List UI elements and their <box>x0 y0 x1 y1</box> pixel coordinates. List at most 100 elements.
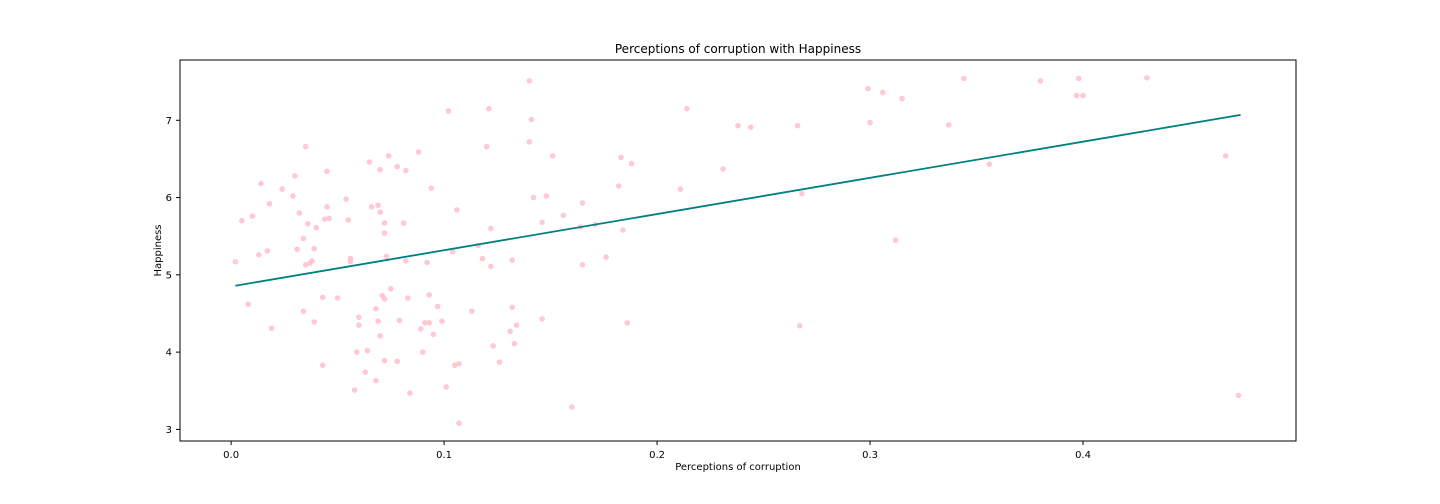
data-point <box>394 358 401 365</box>
data-point <box>496 359 503 366</box>
data-point <box>415 149 422 155</box>
data-point <box>560 212 567 219</box>
data-point <box>381 296 388 302</box>
data-point <box>867 119 873 126</box>
data-point <box>385 153 392 159</box>
data-point <box>296 210 303 216</box>
data-point <box>424 259 430 266</box>
data-point <box>569 404 575 410</box>
data-point <box>249 213 256 219</box>
data-point <box>345 217 352 223</box>
data-point <box>456 360 462 367</box>
data-point <box>383 253 390 260</box>
data-point <box>319 362 326 369</box>
data-point <box>797 323 803 329</box>
data-point <box>405 295 411 301</box>
data-point <box>579 200 586 206</box>
data-point <box>488 225 494 232</box>
data-point <box>526 139 533 145</box>
data-point <box>445 108 452 114</box>
data-point <box>720 166 726 172</box>
data-point <box>362 369 369 376</box>
data-point <box>388 286 394 292</box>
data-point <box>509 304 515 311</box>
data-point <box>513 322 520 328</box>
y-tick-label: 3 <box>166 425 172 436</box>
data-point <box>311 245 318 252</box>
data-point <box>677 186 684 192</box>
data-point <box>351 387 358 393</box>
trend-layer <box>235 114 1241 287</box>
data-point <box>381 220 388 226</box>
data-point <box>311 319 318 325</box>
y-tick-label: 5 <box>166 270 172 281</box>
data-point <box>375 202 381 209</box>
data-point <box>343 196 349 202</box>
data-point <box>511 340 518 347</box>
data-point <box>305 221 311 227</box>
data-point <box>490 343 496 349</box>
data-point <box>279 186 286 192</box>
regression-line <box>235 114 1241 287</box>
data-point <box>624 320 631 326</box>
data-point <box>528 116 535 123</box>
data-point <box>483 143 490 150</box>
data-point <box>526 78 533 84</box>
data-point <box>319 294 326 301</box>
y-tick-label: 4 <box>166 348 172 359</box>
data-point <box>258 180 264 187</box>
data-point <box>400 220 407 226</box>
data-point <box>375 318 381 325</box>
data-point <box>426 320 433 326</box>
data-point <box>373 306 379 312</box>
data-point <box>420 349 426 355</box>
data-point <box>381 230 388 236</box>
data-point <box>356 322 362 328</box>
data-point <box>449 248 456 255</box>
data-point <box>507 328 513 335</box>
data-point <box>549 153 556 159</box>
data-point <box>407 390 413 396</box>
data-point <box>403 167 409 174</box>
data-point <box>579 262 586 268</box>
data-point <box>354 349 360 355</box>
data-point <box>735 122 741 129</box>
data-point <box>615 183 622 189</box>
data-point <box>628 160 635 167</box>
data-point <box>309 258 315 264</box>
data-point <box>794 122 801 129</box>
data-point <box>377 209 384 215</box>
data-point <box>530 194 537 201</box>
data-point <box>264 248 271 254</box>
x-axis-label: Perceptions of corruption <box>675 462 801 473</box>
data-point <box>620 227 626 233</box>
data-point <box>479 255 486 262</box>
y-axis-label: Happiness <box>153 224 164 276</box>
data-point <box>454 207 460 213</box>
data-point <box>748 124 754 130</box>
x-axis: 0.0 0.1 0.2 0.3 0.4 <box>223 441 1091 461</box>
y-tick-label: 7 <box>166 116 172 127</box>
data-point <box>403 258 409 264</box>
y-tick-label: 6 <box>166 193 172 204</box>
data-point <box>451 362 458 369</box>
y-axis: 3 4 5 6 7 <box>166 116 180 436</box>
data-point <box>899 95 905 102</box>
data-point <box>603 254 609 260</box>
data-point <box>439 318 445 325</box>
data-point <box>488 263 494 270</box>
data-point <box>313 224 320 231</box>
x-tick-label: 0.1 <box>436 450 452 461</box>
data-point <box>539 219 545 226</box>
data-point <box>368 204 375 210</box>
data-point <box>302 262 309 268</box>
x-tick-label: 0.2 <box>649 450 665 461</box>
data-point <box>543 193 550 199</box>
data-point <box>880 89 886 96</box>
data-point <box>946 122 952 128</box>
data-point <box>294 246 300 253</box>
points-layer <box>232 75 1242 427</box>
data-point <box>1235 392 1242 399</box>
